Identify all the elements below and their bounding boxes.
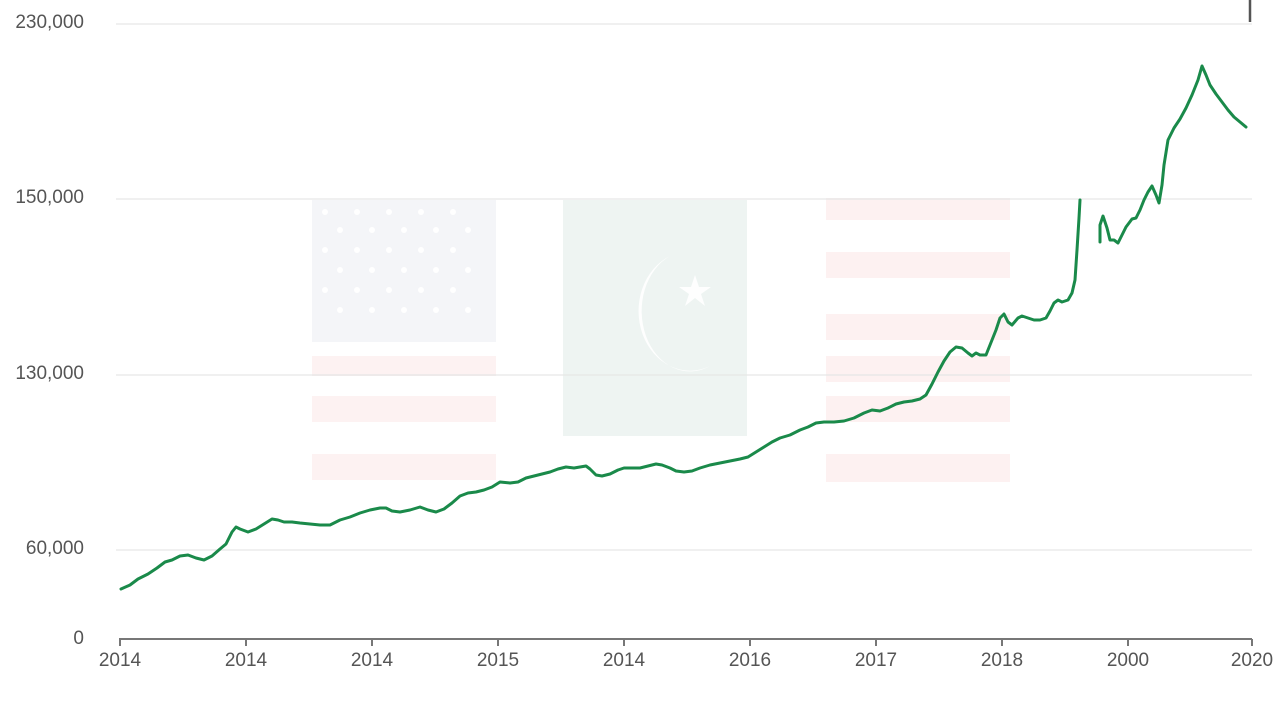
y-tick-label: 0 <box>73 628 84 649</box>
pakistan-flag-watermark <box>563 200 747 436</box>
y-tick-label: 60,000 <box>25 538 84 559</box>
x-axis <box>119 638 1253 646</box>
red-stripes-watermark <box>826 198 1010 482</box>
x-tick-label: 2014 <box>98 650 142 671</box>
x-tick-label: 2018 <box>980 650 1024 671</box>
data-line-segment-1 <box>119 198 1082 591</box>
x-tick-label: 2014 <box>350 650 394 671</box>
x-tick-label: 2014 <box>602 650 646 671</box>
gridlines <box>116 23 1252 551</box>
x-tick-label: 2017 <box>854 650 898 671</box>
y-tick-label: 130,000 <box>15 363 84 384</box>
x-tick-label: 2015 <box>476 650 520 671</box>
y-tick-label: 230,000 <box>15 12 84 33</box>
data-line-segment-2 <box>1098 64 1248 245</box>
x-tick-label: 2020 <box>1230 650 1274 671</box>
us-flag-watermark <box>312 200 496 480</box>
y-tick-label: 150,000 <box>15 187 84 208</box>
x-tick-label: 2014 <box>224 650 268 671</box>
x-tick-label: 2000 <box>1106 650 1150 671</box>
x-tick-label: 2016 <box>728 650 772 671</box>
